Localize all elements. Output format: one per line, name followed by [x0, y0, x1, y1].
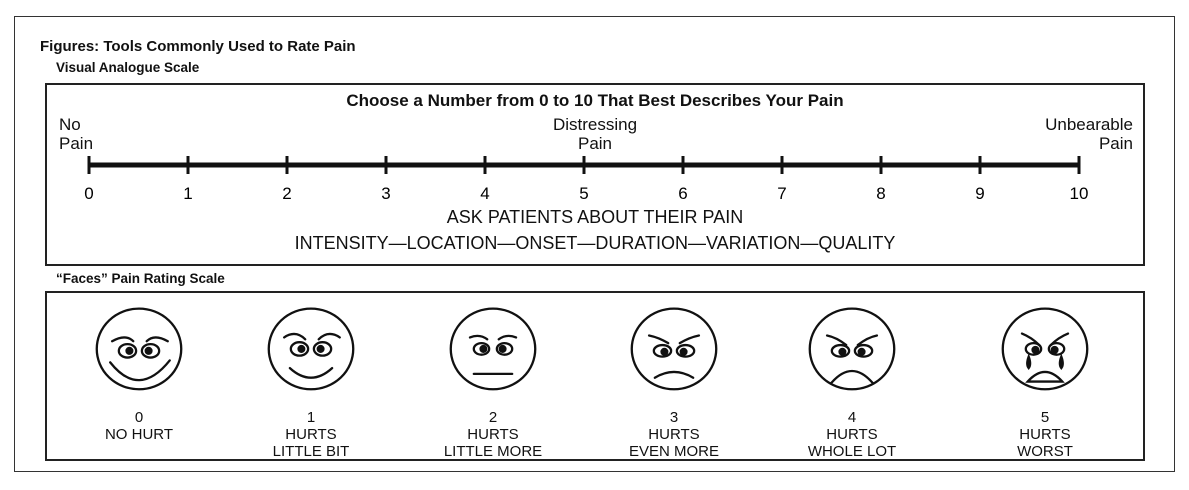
vas-section-label: Visual Analogue Scale	[56, 60, 200, 75]
anchor-distressing-pain: Distressing Pain	[47, 115, 1143, 153]
anchor-no-pain-line2: Pain	[59, 134, 94, 153]
face-label-line1: HURTS	[285, 426, 337, 443]
face-label-line2: WHOLE LOT	[807, 443, 897, 460]
anchor-unbearable-line2: Pain	[1098, 134, 1133, 153]
scale-tick-label: 1	[183, 184, 192, 203]
face-label-line2: WORST	[1017, 443, 1073, 460]
face-rating-5: 5 HURTS WORST	[965, 299, 1125, 460]
face-label-line2: LITTLE MORE	[443, 443, 543, 460]
anchor-distressing-line2: Pain	[577, 134, 613, 153]
face-number: 0	[134, 409, 144, 426]
face-rating-2: 2 HURTS LITTLE MORE	[413, 299, 573, 460]
face-rating-3: 3 HURTS EVEN MORE	[594, 299, 754, 460]
scale-tick-label: 7	[777, 184, 786, 203]
anchor-no-pain: No Pain	[59, 115, 93, 153]
scale-tick-label: 3	[381, 184, 390, 203]
face-rating-0: 0 NO HURT	[59, 299, 219, 443]
anchor-unbearable-pain: Unbearable Pain	[1045, 115, 1133, 153]
face-5-icon	[1001, 307, 1089, 391]
vas-box: Choose a Number from 0 to 10 That Best D…	[45, 83, 1145, 266]
anchor-no-pain-line1: No	[59, 115, 81, 134]
scale-tick-label: 5	[579, 184, 588, 203]
pain-scale-line: 0 1 2 3 4 5 6 7 8 9 10	[84, 156, 1089, 203]
scale-tick-label: 8	[876, 184, 885, 203]
figure-title: Figures: Tools Commonly Used to Rate Pai…	[40, 38, 356, 55]
face-label-line2: LITTLE BIT	[272, 443, 350, 460]
face-2-icon	[449, 307, 537, 391]
faces-box: 0 NO HURT 1 HURTS LITTLE BIT 2 HURTS LITTLE MOR…	[45, 291, 1145, 461]
scale-tick-label: 4	[480, 184, 489, 203]
face-label-line1: HURTS	[648, 426, 700, 443]
face-number: 2	[488, 409, 498, 426]
assessment-dimensions: INTENSITY—LOCATION—ONSET—DURATION—VARIAT…	[294, 233, 896, 253]
face-number: 5	[1040, 409, 1050, 426]
face-3-icon	[630, 307, 718, 391]
face-4-icon	[808, 307, 896, 391]
scale-tick-label: 9	[975, 184, 984, 203]
anchor-distressing-line1: Distressing	[552, 115, 638, 134]
face-label-line1: HURTS	[467, 426, 519, 443]
scale-tick-label: 6	[678, 184, 687, 203]
figure-frame	[14, 16, 1175, 472]
face-number: 1	[306, 409, 316, 426]
anchor-unbearable-line1: Unbearable	[1045, 115, 1133, 134]
vas-instruction: Choose a Number from 0 to 10 That Best D…	[346, 91, 844, 110]
face-number: 4	[847, 409, 857, 426]
scale-tick-label: 10	[1070, 184, 1089, 203]
face-rating-1: 1 HURTS LITTLE BIT	[231, 299, 391, 460]
face-1-icon	[267, 307, 355, 391]
ask-patients-heading: ASK PATIENTS ABOUT THEIR PAIN	[446, 207, 744, 227]
faces-section-label: “Faces” Pain Rating Scale	[56, 271, 225, 286]
face-label-line2: EVEN MORE	[628, 443, 719, 460]
face-label-line1: HURTS	[826, 426, 878, 443]
scale-tick-label: 0	[84, 184, 93, 203]
face-rating-4: 4 HURTS WHOLE LOT	[772, 299, 932, 460]
face-0-icon	[95, 307, 183, 391]
face-label-line1: NO HURT	[104, 426, 174, 443]
face-number: 3	[669, 409, 679, 426]
scale-tick-label: 2	[282, 184, 291, 203]
face-label-line1: HURTS	[1019, 426, 1071, 443]
